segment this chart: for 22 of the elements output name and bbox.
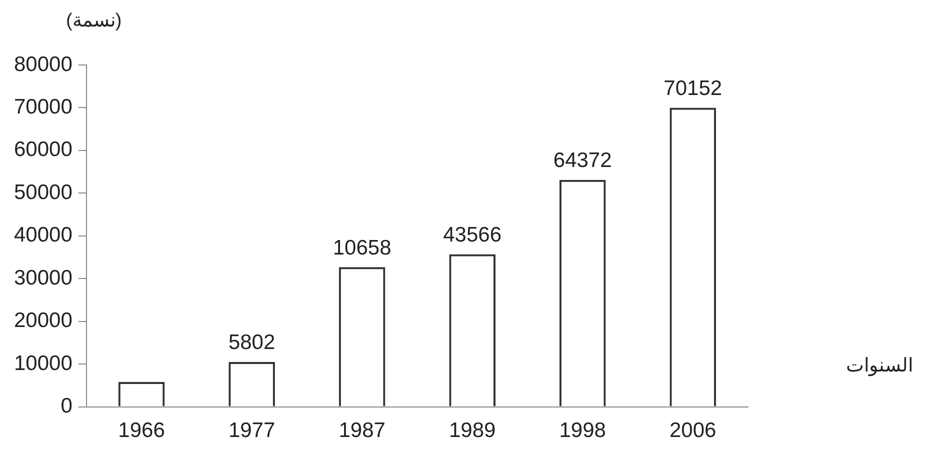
y-tick-label: 20000 xyxy=(14,309,72,332)
x-tick-label: 1977 xyxy=(228,419,276,442)
annotation: 5802 xyxy=(228,331,276,354)
y-tick-label: 10000 xyxy=(14,352,72,375)
annotation: 10658 xyxy=(332,236,392,260)
x-tick-label: 1987 xyxy=(338,419,386,442)
text: السنوات xyxy=(846,355,913,376)
x-tick-label: 1998 xyxy=(559,419,606,442)
y-tick-label: 50000 xyxy=(14,180,72,204)
annotation: 70152 xyxy=(664,77,722,100)
y-tick-label: 60000 xyxy=(14,138,72,162)
x-tick-label: 2006 xyxy=(670,419,716,442)
y-tick-label: 0 xyxy=(60,394,72,418)
y-axis-title: (نسمة) xyxy=(66,10,122,32)
y-tick-label: 70000 xyxy=(14,96,72,119)
annotation: 43566 xyxy=(443,224,502,247)
y-tick-label: 40000 xyxy=(14,224,72,247)
x-tick-label: 1989 xyxy=(448,419,496,442)
y-tick-label: 80000 xyxy=(14,52,72,76)
annotation: 64372 xyxy=(553,149,612,172)
x-tick-label: 1966 xyxy=(118,419,165,442)
y-tick-label: 30000 xyxy=(14,266,72,290)
